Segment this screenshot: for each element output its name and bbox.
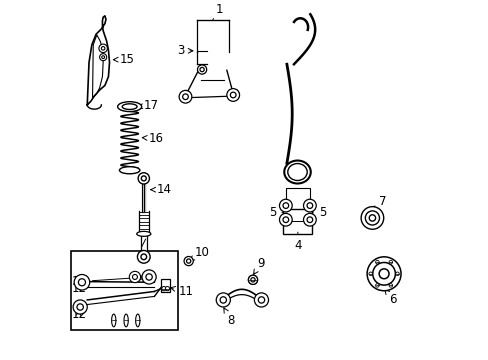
Circle shape: [77, 304, 83, 310]
Ellipse shape: [122, 104, 137, 109]
Text: 4: 4: [293, 232, 301, 252]
Circle shape: [306, 203, 312, 208]
Circle shape: [375, 260, 378, 264]
Circle shape: [162, 287, 166, 291]
Text: 3: 3: [177, 44, 193, 57]
Circle shape: [138, 173, 149, 184]
Circle shape: [145, 274, 152, 280]
Circle shape: [365, 211, 379, 225]
Circle shape: [129, 271, 141, 283]
Bar: [141, 234, 147, 255]
Circle shape: [375, 284, 378, 287]
Circle shape: [220, 297, 226, 303]
Ellipse shape: [118, 102, 142, 112]
Circle shape: [279, 199, 292, 212]
Circle shape: [200, 67, 204, 72]
Text: 1: 1: [212, 3, 223, 20]
Text: 7: 7: [372, 195, 386, 211]
Circle shape: [395, 272, 399, 275]
Circle shape: [102, 56, 104, 59]
Circle shape: [279, 213, 292, 226]
Circle shape: [254, 293, 268, 307]
Circle shape: [388, 284, 392, 287]
Circle shape: [179, 90, 191, 103]
Bar: [285, 188, 309, 211]
Circle shape: [248, 275, 257, 284]
Text: 12: 12: [71, 307, 86, 320]
Text: 11: 11: [170, 285, 193, 298]
Circle shape: [368, 215, 375, 221]
Circle shape: [197, 65, 206, 74]
Ellipse shape: [111, 314, 116, 327]
Circle shape: [216, 293, 230, 307]
Circle shape: [132, 274, 137, 279]
Text: 15: 15: [113, 53, 135, 66]
Circle shape: [78, 279, 85, 286]
Text: 9: 9: [253, 257, 264, 274]
Circle shape: [141, 176, 146, 181]
Circle shape: [283, 203, 288, 208]
Circle shape: [100, 54, 106, 61]
Circle shape: [137, 251, 150, 263]
Circle shape: [141, 254, 146, 260]
Text: 10: 10: [189, 246, 209, 261]
Text: 16: 16: [142, 132, 163, 145]
Circle shape: [183, 256, 193, 266]
Circle shape: [366, 257, 400, 291]
Circle shape: [142, 270, 156, 284]
Circle shape: [303, 199, 316, 212]
Circle shape: [248, 275, 257, 284]
Bar: [161, 279, 170, 292]
Ellipse shape: [119, 167, 140, 174]
Text: 14: 14: [150, 183, 171, 196]
Ellipse shape: [124, 314, 128, 327]
Text: 6: 6: [384, 289, 396, 306]
Circle shape: [258, 297, 264, 303]
Circle shape: [230, 92, 236, 98]
Text: 13: 13: [72, 275, 144, 288]
Text: 17: 17: [138, 99, 159, 112]
Circle shape: [378, 269, 388, 279]
Circle shape: [73, 300, 87, 314]
Circle shape: [306, 217, 312, 222]
Text: 5: 5: [268, 206, 283, 219]
Circle shape: [99, 44, 107, 53]
Bar: [70, 251, 178, 330]
Circle shape: [74, 274, 89, 290]
Circle shape: [368, 272, 372, 275]
Text: 2: 2: [231, 89, 239, 102]
Circle shape: [283, 217, 288, 222]
Ellipse shape: [135, 314, 140, 327]
Circle shape: [101, 46, 105, 50]
Ellipse shape: [137, 231, 150, 236]
Circle shape: [372, 262, 395, 285]
Ellipse shape: [284, 161, 310, 184]
Circle shape: [360, 207, 383, 229]
Text: 12: 12: [71, 282, 86, 295]
Circle shape: [388, 260, 392, 264]
Text: 8: 8: [224, 308, 234, 327]
Text: 5: 5: [312, 206, 325, 219]
Bar: [283, 209, 312, 234]
Circle shape: [303, 213, 316, 226]
Circle shape: [186, 259, 190, 263]
Circle shape: [226, 89, 239, 102]
Circle shape: [250, 278, 255, 282]
Circle shape: [183, 94, 188, 100]
Circle shape: [165, 287, 169, 291]
Ellipse shape: [287, 163, 306, 180]
